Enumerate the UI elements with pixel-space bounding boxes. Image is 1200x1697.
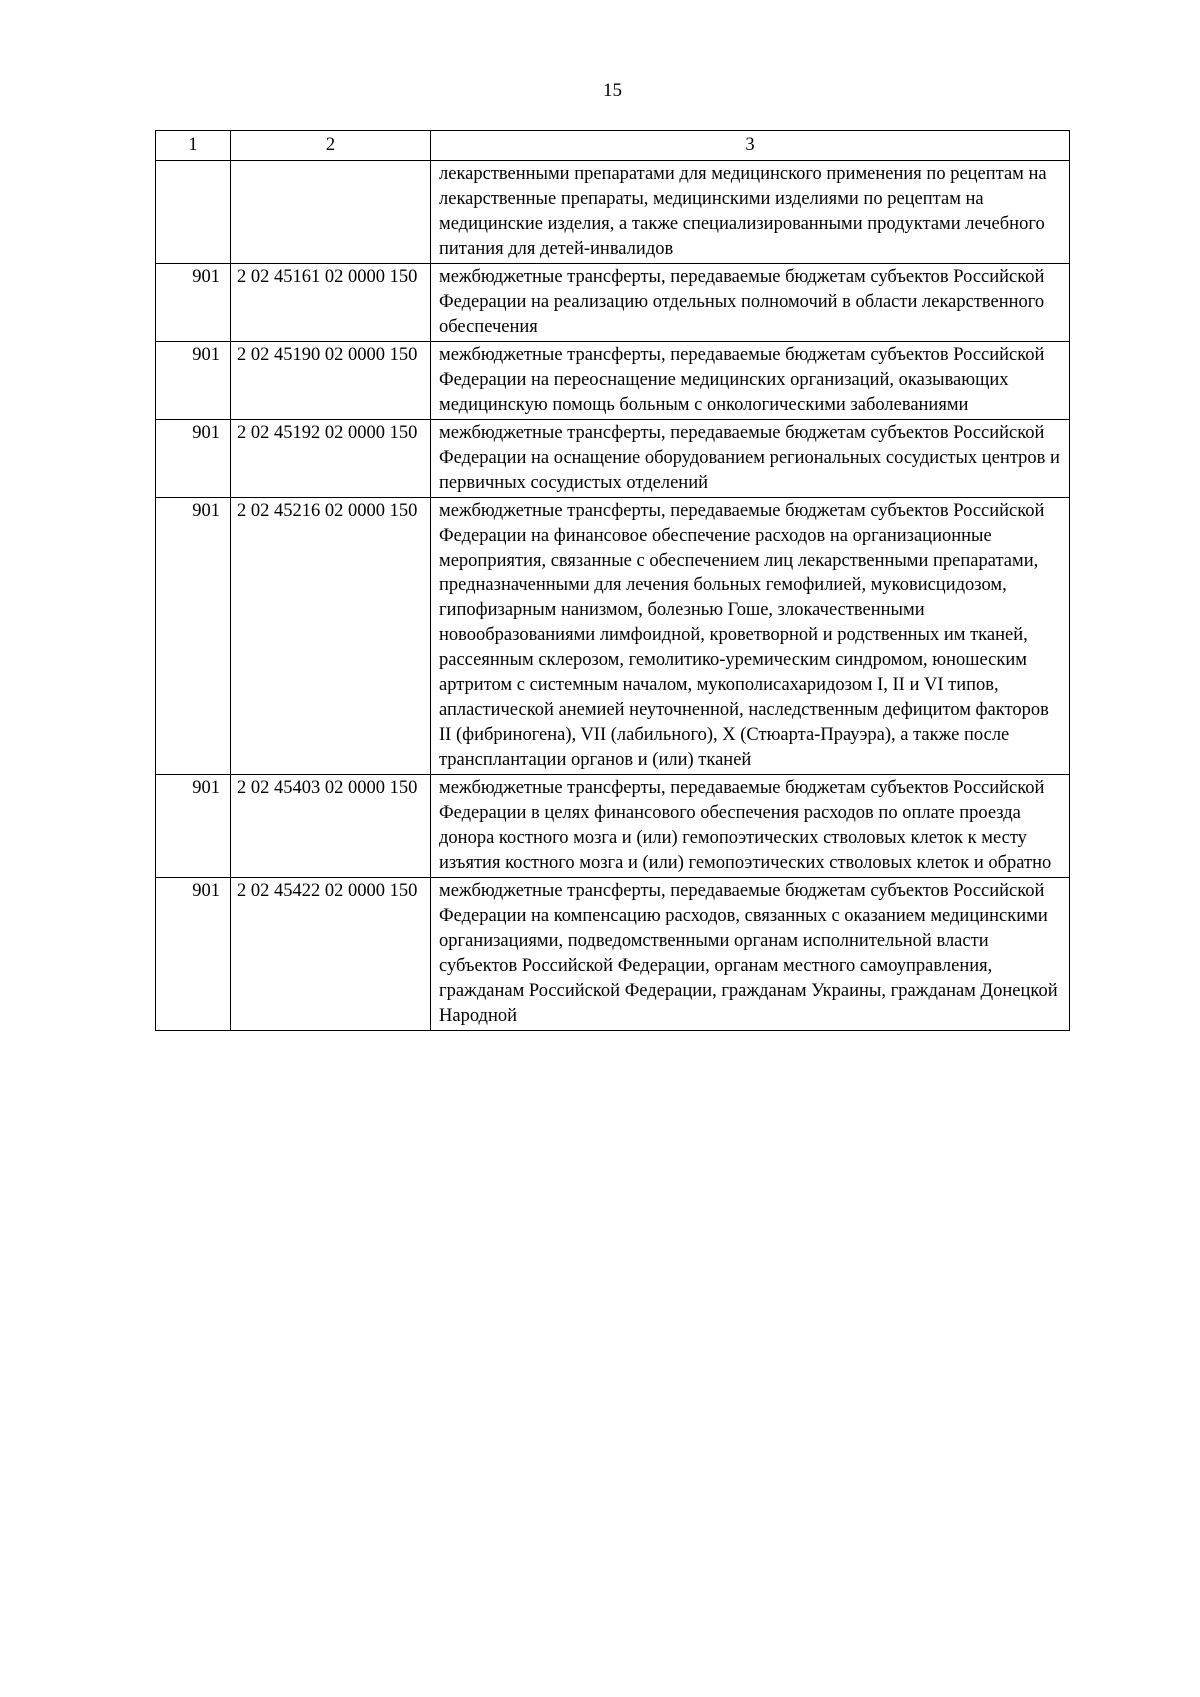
cell-classifier: 2 02 45192 02 0000 150 [231,419,431,497]
cell-code [156,160,231,263]
cell-classifier: 2 02 45190 02 0000 150 [231,341,431,419]
cell-classifier: 2 02 45216 02 0000 150 [231,497,431,775]
table-row: 901 2 02 45192 02 0000 150 межбюджетные … [156,419,1070,497]
cell-classifier [231,160,431,263]
cell-classifier: 2 02 45161 02 0000 150 [231,263,431,341]
cell-classifier: 2 02 45403 02 0000 150 [231,775,431,878]
table-row: 901 2 02 45216 02 0000 150 межбюджетные … [156,497,1070,775]
cell-code: 901 [156,497,231,775]
cell-code: 901 [156,341,231,419]
cell-description: лекарственными препаратами для медицинск… [431,160,1070,263]
cell-description: межбюджетные трансферты, передаваемые бю… [431,341,1070,419]
table-header-row: 1 2 3 [156,131,1070,161]
page-number: 15 [155,80,1070,102]
table-row: 901 2 02 45190 02 0000 150 межбюджетные … [156,341,1070,419]
cell-description: межбюджетные трансферты, передаваемые бю… [431,263,1070,341]
budget-codes-table: 1 2 3 лекарственными препаратами для мед… [155,130,1070,1031]
cell-description: межбюджетные трансферты, передаваемые бю… [431,775,1070,878]
cell-description: межбюджетные трансферты, передаваемые бю… [431,497,1070,775]
header-col3: 3 [431,131,1070,161]
header-col1: 1 [156,131,231,161]
cell-code: 901 [156,878,231,1031]
cell-description: межбюджетные трансферты, передаваемые бю… [431,419,1070,497]
table-row: 901 2 02 45161 02 0000 150 межбюджетные … [156,263,1070,341]
cell-classifier: 2 02 45422 02 0000 150 [231,878,431,1031]
cell-description: межбюджетные трансферты, передаваемые бю… [431,878,1070,1031]
table-row: 901 2 02 45422 02 0000 150 межбюджетные … [156,878,1070,1031]
table-row: 901 2 02 45403 02 0000 150 межбюджетные … [156,775,1070,878]
cell-code: 901 [156,263,231,341]
table-row: лекарственными препаратами для медицинск… [156,160,1070,263]
cell-code: 901 [156,419,231,497]
cell-code: 901 [156,775,231,878]
header-col2: 2 [231,131,431,161]
